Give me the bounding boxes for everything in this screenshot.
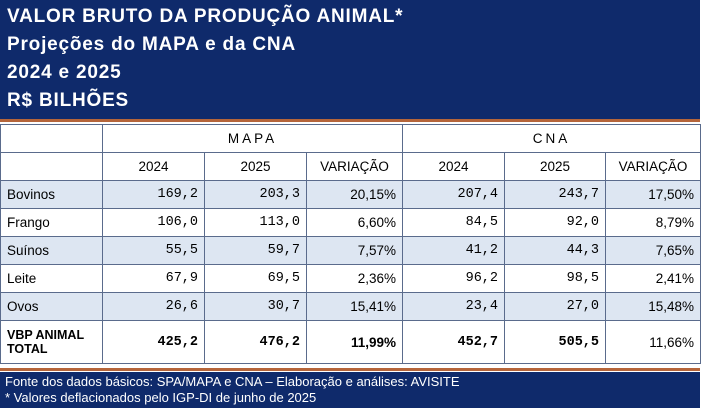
cell-value: 96,2 xyxy=(402,264,506,293)
corner-cell xyxy=(0,124,103,153)
footer-note: * Valores deflacionados pelo IGP-DI de j… xyxy=(5,390,317,405)
cell-value: 67,9 xyxy=(102,264,205,293)
cell-value: 44,3 xyxy=(504,236,607,265)
cell-value: 30,7 xyxy=(204,292,307,321)
cell-variation: 17,50% xyxy=(605,180,702,209)
total-row: VBP ANIMAL TOTAL 425,2 476,2 11,99% 452,… xyxy=(0,320,702,364)
cell-variation: 15,48% xyxy=(605,292,702,321)
title-years: 2024 e 2025 xyxy=(7,62,122,83)
cell-value: 59,7 xyxy=(204,236,307,265)
cell-value: 26,6 xyxy=(102,292,205,321)
cell-value: 243,7 xyxy=(504,180,607,209)
table-row: Bovinos 169,2 203,3 20,15% 207,4 243,7 1… xyxy=(0,180,702,209)
total-label-line2: TOTAL xyxy=(7,342,48,356)
total-label: VBP ANIMAL TOTAL xyxy=(0,320,103,364)
accent-rule-bottom xyxy=(0,368,700,371)
cell-value: 106,0 xyxy=(102,208,205,237)
cell-value: 169,2 xyxy=(102,180,205,209)
cell-value: 84,5 xyxy=(402,208,506,237)
column-header-row: 2024 2025 VARIAÇÃO 2024 2025 VARIAÇÃO xyxy=(0,152,702,181)
title-main: VALOR BRUTO DA PRODUÇÃO ANIMAL* xyxy=(7,6,404,27)
title-unit: R$ BILHÕES xyxy=(7,90,130,111)
table-row: Suínos 55,5 59,7 7,57% 41,2 44,3 7,65% xyxy=(0,236,702,265)
cell-variation: 7,57% xyxy=(305,236,404,265)
cell-variation: 2,41% xyxy=(605,264,702,293)
cell-value: 113,0 xyxy=(204,208,307,237)
col-cna-2024: 2024 xyxy=(402,152,506,181)
data-table: MAPA CNA 2024 2025 VARIAÇÃO 2024 2025 VA… xyxy=(0,124,702,364)
cell-value: 92,0 xyxy=(504,208,607,237)
total-label-line1: VBP ANIMAL xyxy=(7,328,85,342)
corner-cell-2 xyxy=(0,152,103,181)
row-label: Suínos xyxy=(0,236,103,265)
cell-variation: 15,41% xyxy=(305,292,404,321)
cell-value: 23,4 xyxy=(402,292,506,321)
cell-variation: 6,60% xyxy=(305,208,404,237)
cell-variation: 8,79% xyxy=(605,208,702,237)
row-label: Frango xyxy=(0,208,103,237)
group-mapa: MAPA xyxy=(101,124,404,153)
cell-value: 98,5 xyxy=(504,264,607,293)
col-cna-2025: 2025 xyxy=(504,152,607,181)
table-row: Leite 67,9 69,5 2,36% 96,2 98,5 2,41% xyxy=(0,264,702,293)
row-label: Bovinos xyxy=(0,180,103,209)
cell-variation: 7,65% xyxy=(605,236,702,265)
title-banner: VALOR BRUTO DA PRODUÇÃO ANIMAL* Projeçõe… xyxy=(0,0,700,119)
cell-value: 41,2 xyxy=(402,236,506,265)
table-row: Frango 106,0 113,0 6,60% 84,5 92,0 8,79% xyxy=(0,208,702,237)
footer-source: Fonte dos dados básicos: SPA/MAPA e CNA … xyxy=(5,374,460,389)
footer-banner: Fonte dos dados básicos: SPA/MAPA e CNA … xyxy=(0,372,700,408)
title-subtitle: Projeções do MAPA e da CNA xyxy=(7,34,296,55)
total-variation: 11,66% xyxy=(605,320,702,364)
cell-value: 69,5 xyxy=(204,264,307,293)
cell-variation: 2,36% xyxy=(305,264,404,293)
total-value: 452,7 xyxy=(402,320,506,364)
group-header-row: MAPA CNA xyxy=(0,124,702,153)
cell-variation: 20,15% xyxy=(305,180,404,209)
row-label: Ovos xyxy=(0,292,103,321)
cell-value: 207,4 xyxy=(402,180,506,209)
cell-value: 55,5 xyxy=(102,236,205,265)
total-variation: 11,99% xyxy=(305,320,404,364)
col-mapa-2025: 2025 xyxy=(204,152,307,181)
group-cna: CNA xyxy=(402,124,702,153)
total-value: 476,2 xyxy=(204,320,307,364)
col-cna-variacao: VARIAÇÃO xyxy=(605,152,702,181)
col-mapa-2024: 2024 xyxy=(102,152,205,181)
table-row: Ovos 26,6 30,7 15,41% 23,4 27,0 15,48% xyxy=(0,292,702,321)
total-value: 505,5 xyxy=(504,320,607,364)
accent-rule-top xyxy=(0,119,700,122)
cell-value: 203,3 xyxy=(204,180,307,209)
cell-value: 27,0 xyxy=(504,292,607,321)
total-value: 425,2 xyxy=(102,320,205,364)
row-label: Leite xyxy=(0,264,103,293)
col-mapa-variacao: VARIAÇÃO xyxy=(305,152,404,181)
